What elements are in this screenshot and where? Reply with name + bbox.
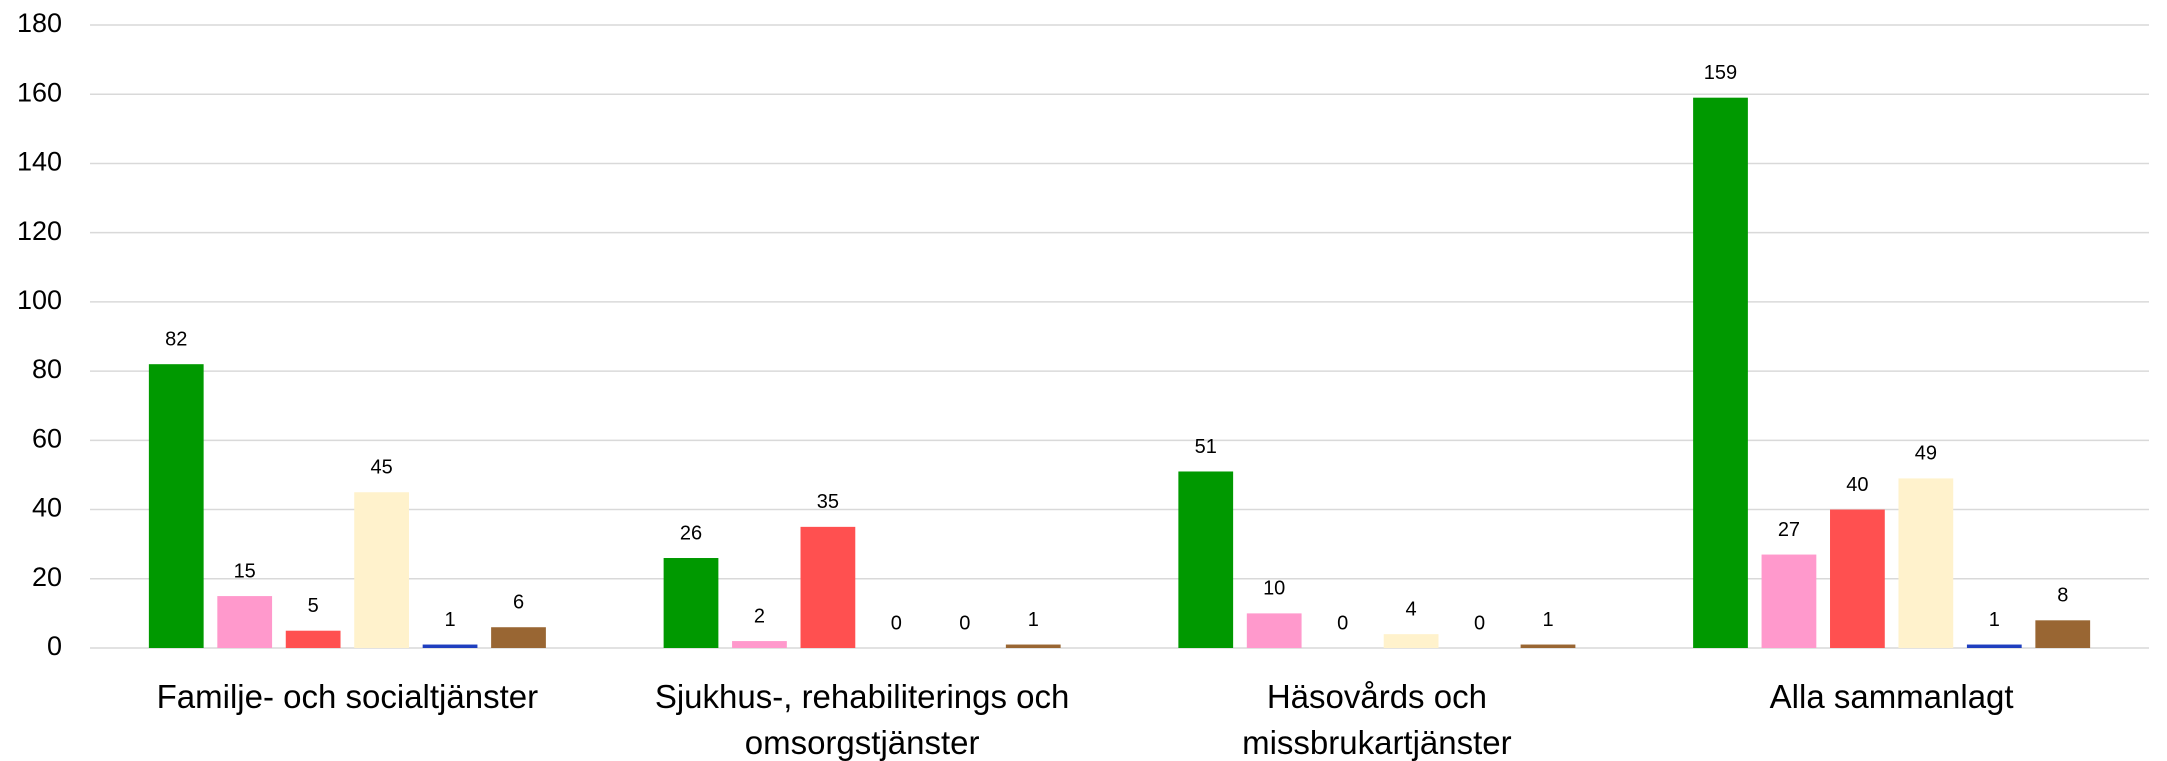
bar <box>1520 644 1576 648</box>
bar <box>422 644 478 648</box>
y-tick-label: 100 <box>17 285 62 315</box>
y-tick-label: 40 <box>32 493 62 523</box>
data-label: 8 <box>2057 585 2068 607</box>
data-label: 1 <box>1542 609 1553 631</box>
x-tick-label: Häsovårds och missbrukartjänster <box>1242 678 1512 761</box>
bar <box>1830 509 1885 648</box>
x-tick-label: Familje- och socialtjänster <box>156 678 539 715</box>
bar <box>800 526 856 648</box>
data-label: 15 <box>234 560 256 582</box>
bar <box>354 492 409 648</box>
bar <box>732 641 787 648</box>
bar <box>1178 471 1234 648</box>
data-label: 51 <box>1195 436 1217 458</box>
data-label: 26 <box>680 522 702 544</box>
x-tick-label: Sjukhus-, rehabiliterings och omsorgstjä… <box>654 678 1070 761</box>
data-label: 0 <box>959 612 970 634</box>
bar <box>217 596 273 648</box>
bar <box>1693 97 1748 648</box>
bar <box>1246 613 1302 648</box>
data-label: 45 <box>370 457 392 479</box>
data-label: 1 <box>1028 609 1039 631</box>
y-tick-label: 120 <box>17 216 62 246</box>
data-label: 159 <box>1704 62 1737 84</box>
data-label: 0 <box>1474 612 1485 634</box>
y-tick-label: 160 <box>17 77 62 107</box>
y-tick-label: 80 <box>32 354 62 384</box>
bar <box>1383 634 1439 648</box>
data-label: 5 <box>308 595 319 617</box>
bar <box>1898 478 1954 648</box>
bar <box>663 558 719 648</box>
x-tick-label: Alla sammanlagt <box>1769 678 2014 715</box>
y-tick-label: 20 <box>32 562 62 592</box>
data-label: 1 <box>1989 609 2000 631</box>
data-label: 1 <box>444 609 455 631</box>
bar <box>491 627 546 648</box>
bar <box>285 630 341 648</box>
y-tick-label: 140 <box>17 147 62 177</box>
data-label: 6 <box>513 592 524 614</box>
data-label: 2 <box>754 605 765 627</box>
data-label: 27 <box>1778 519 1800 541</box>
data-label: 49 <box>1915 443 1937 465</box>
bar <box>148 364 204 648</box>
data-label: 82 <box>165 328 187 350</box>
data-label: 0 <box>891 612 902 634</box>
bar <box>1761 554 1817 648</box>
y-tick-label: 60 <box>32 423 62 453</box>
data-label: 0 <box>1337 612 1348 634</box>
y-tick-label: 180 <box>17 8 62 38</box>
data-label: 4 <box>1406 598 1417 620</box>
bar <box>1005 644 1061 648</box>
y-tick-label: 0 <box>47 631 62 661</box>
bar <box>2035 620 2091 648</box>
bar <box>1966 644 2022 648</box>
data-label: 40 <box>1846 474 1868 496</box>
data-label: 10 <box>1263 578 1285 600</box>
data-label: 35 <box>817 491 839 513</box>
